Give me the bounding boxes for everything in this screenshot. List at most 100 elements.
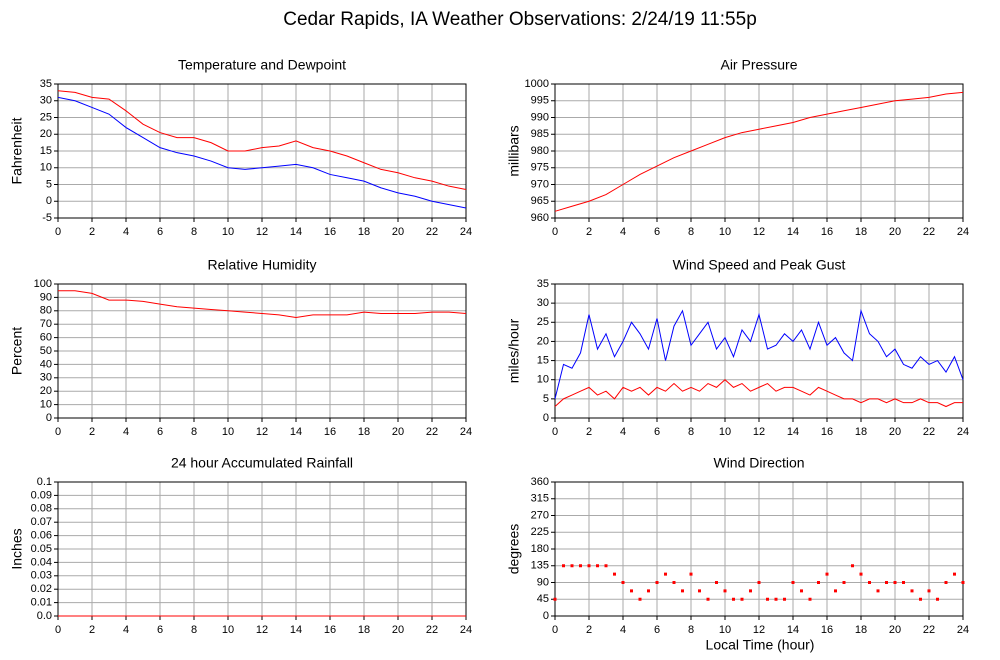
data-point: [630, 589, 633, 593]
data-point: [791, 581, 795, 584]
data-point: [876, 589, 880, 593]
panel-title: Relative Humidity: [208, 257, 317, 273]
x-tick-label: 4: [123, 226, 129, 238]
x-tick-label: 18: [358, 624, 370, 636]
data-point: [621, 581, 625, 584]
x-tick-label: 24: [460, 226, 472, 238]
data-point: [672, 581, 676, 584]
y-tick-label: 35: [537, 278, 549, 290]
x-tick-label: 4: [620, 624, 626, 636]
data-point: [562, 564, 565, 568]
x-tick-label: 2: [586, 426, 592, 438]
y-tick-label: 10: [537, 374, 549, 386]
data-point: [749, 589, 752, 593]
x-tick-label: 12: [256, 226, 268, 238]
y-tick-label: 10: [40, 399, 52, 411]
y-tick-label: 10: [40, 162, 52, 174]
x-tick-label: 8: [191, 226, 197, 238]
y-tick-label: 135: [531, 560, 549, 572]
panel-title: 24 hour Accumulated Rainfall: [171, 455, 353, 471]
data-point: [927, 589, 931, 593]
y-tick-label: 985: [531, 128, 549, 140]
y-tick-label: 0.05: [31, 543, 52, 555]
y-tick-label: 0.09: [31, 489, 52, 501]
x-tick-label: 22: [923, 624, 935, 636]
data-point: [936, 597, 939, 601]
x-tick-label: 14: [290, 226, 302, 238]
y-tick-label: 20: [40, 128, 52, 140]
data-point: [732, 597, 735, 601]
data-point: [902, 581, 905, 584]
y-tick-label: 30: [537, 297, 549, 309]
data-point: [859, 572, 863, 576]
x-tick-label: 14: [787, 426, 799, 438]
plot-frame: [57, 283, 467, 419]
data-point: [715, 581, 718, 584]
x-tick-label: 0: [55, 226, 61, 238]
data-line: [554, 308, 964, 399]
x-tick-label: 4: [123, 426, 129, 438]
data-line: [554, 379, 963, 408]
y-tick-label: 100: [34, 278, 52, 290]
y-axis-label: miles/hour: [506, 318, 522, 383]
x-tick-label: 22: [923, 426, 935, 438]
y-tick-label: 25: [537, 316, 549, 328]
x-tick-label: 18: [855, 624, 867, 636]
x-tick-label: 0: [552, 624, 558, 636]
data-point: [570, 564, 574, 568]
plot-frame: [554, 481, 964, 617]
data-point: [817, 581, 820, 584]
x-tick-label: 16: [324, 226, 336, 238]
y-tick-label: 30: [40, 372, 52, 384]
x-tick-label: 10: [222, 226, 234, 238]
data-point: [647, 589, 650, 593]
y-tick-label: 15: [40, 145, 52, 157]
y-tick-label: 70: [40, 318, 52, 330]
y-tick-label: 315: [531, 493, 549, 505]
y-tick-label: 5: [46, 178, 52, 190]
data-line: [554, 91, 964, 212]
data-line: [58, 290, 467, 319]
data-point: [953, 572, 956, 576]
y-tick-label: 0.04: [31, 556, 52, 568]
data-point: [655, 581, 659, 584]
y-tick-label: 1000: [525, 78, 549, 90]
y-tick-label: 90: [537, 576, 549, 588]
y-tick-label: 975: [531, 162, 549, 174]
data-point: [910, 589, 914, 593]
x-tick-label: 2: [89, 226, 95, 238]
data-point: [681, 589, 684, 593]
plot-frame: [554, 283, 964, 419]
x-tick-label: 6: [654, 226, 660, 238]
data-point: [825, 572, 829, 576]
x-tick-label: 12: [256, 624, 268, 636]
x-tick-label: 12: [753, 426, 765, 438]
x-tick-label: 24: [957, 624, 969, 636]
x-tick-label: 8: [191, 624, 197, 636]
data-point: [579, 564, 582, 568]
data-point: [723, 589, 727, 593]
y-tick-label: 45: [537, 593, 549, 605]
y-tick-label: 0.08: [31, 503, 52, 515]
x-tick-label: 12: [753, 226, 765, 238]
x-tick-label: 2: [89, 426, 95, 438]
y-tick-label: 90: [40, 291, 52, 303]
data-point: [919, 597, 922, 601]
y-axis-label: Percent: [9, 327, 25, 375]
x-tick-label: 12: [753, 624, 765, 636]
plot-frame: [57, 83, 467, 219]
y-tick-label: 0: [46, 195, 52, 207]
x-tick-label: 10: [222, 624, 234, 636]
panel-title: Wind Speed and Peak Gust: [673, 257, 846, 273]
y-tick-label: 40: [40, 358, 52, 370]
panel-title: Air Pressure: [720, 57, 797, 73]
x-tick-label: 2: [586, 226, 592, 238]
data-point: [851, 564, 854, 568]
y-tick-label: 30: [40, 95, 52, 107]
x-tick-label: 14: [787, 226, 799, 238]
x-tick-label: 24: [957, 226, 969, 238]
y-tick-label: 0.1: [37, 476, 52, 488]
x-tick-label: 16: [324, 624, 336, 636]
x-tick-label: 8: [688, 624, 694, 636]
